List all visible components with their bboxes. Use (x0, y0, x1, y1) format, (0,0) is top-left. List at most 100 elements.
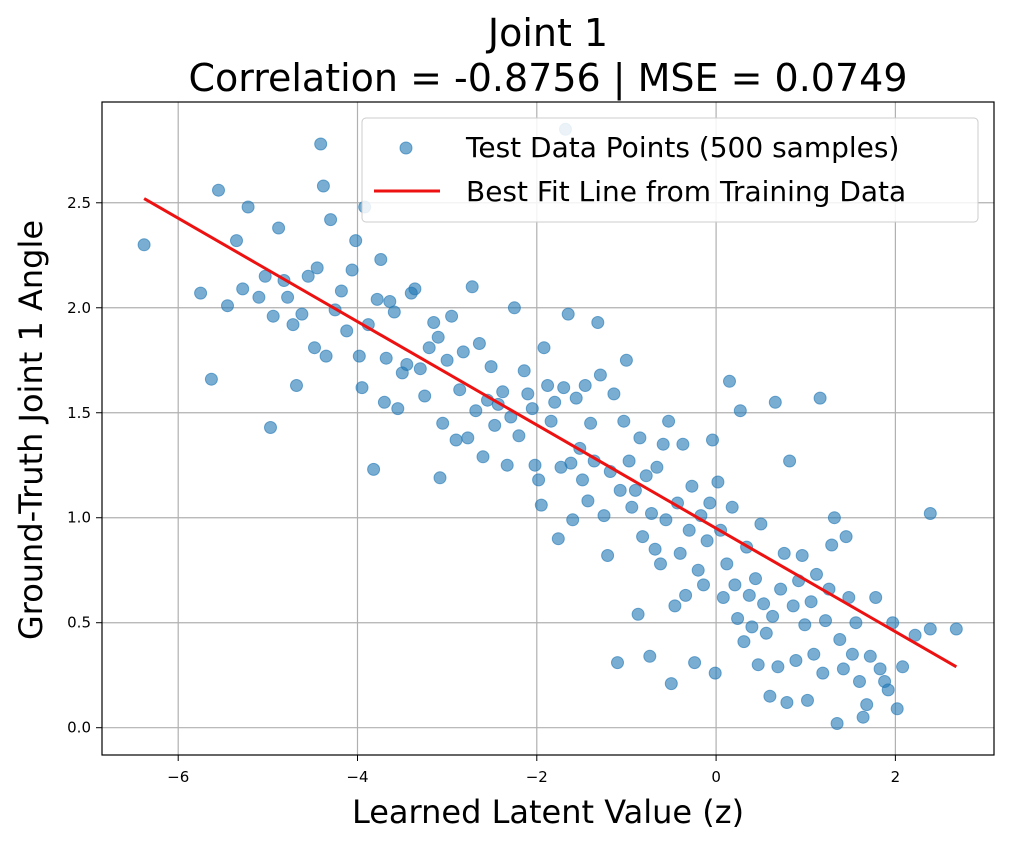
scatter-point (319, 349, 333, 363)
x-tick-label: 2 (891, 768, 901, 786)
scatter-point (566, 513, 580, 527)
scatter-point (742, 588, 756, 602)
scatter-point (525, 402, 539, 416)
scatter-point (923, 507, 937, 520)
scatter-point (830, 717, 844, 730)
scatter-point (221, 299, 234, 313)
legend-label-fit-line: Best Fit Line from Training Data (466, 175, 906, 208)
y-tick-label: 0.0 (67, 719, 91, 737)
scatter-point (890, 702, 904, 716)
scatter-point (625, 500, 639, 514)
scatter-point (725, 500, 739, 514)
scatter-point (413, 362, 427, 376)
scatter-point (881, 683, 895, 697)
scatter-point (484, 360, 498, 374)
scatter-point (664, 677, 678, 691)
scatter-point (418, 389, 432, 403)
scatter-point (290, 379, 303, 392)
scatter-point (766, 609, 780, 623)
scatter-point (241, 200, 255, 214)
scatter-point (816, 666, 830, 680)
scatter-point (873, 662, 887, 676)
x-tick-label: −2 (526, 768, 548, 786)
scatter-point (507, 301, 521, 315)
scatter-point (308, 341, 321, 355)
scatter-point (716, 591, 730, 604)
scatter-point (836, 662, 850, 676)
scatter-point (521, 387, 535, 401)
scatter-point (422, 341, 436, 355)
scatter-point (856, 710, 870, 724)
scatter-point (607, 387, 621, 401)
scatter-point (548, 395, 562, 409)
scatter-point (697, 578, 710, 592)
scatter-point (541, 379, 555, 392)
scatter-point (763, 689, 777, 703)
scatter-point (813, 391, 827, 405)
scatter-point (528, 458, 542, 472)
scatter-point (581, 494, 595, 508)
scatter-point (833, 633, 847, 646)
scatter-point (728, 578, 742, 592)
scatter-point (316, 179, 330, 193)
scatter-point (777, 546, 791, 560)
scatter-point (488, 418, 502, 432)
scatter-point (591, 316, 605, 329)
scatter-point (593, 368, 607, 382)
scatter-point (633, 431, 647, 445)
scatter-point (731, 612, 745, 625)
y-tick-label: 2.5 (67, 194, 91, 212)
scatter-point (469, 404, 483, 418)
scatter-point (682, 523, 696, 537)
scatter-point (789, 654, 803, 667)
scatter-point (613, 483, 627, 497)
scatter-point (650, 460, 664, 474)
scatter-point (622, 454, 636, 468)
scatter-point (703, 496, 717, 510)
scatter-point (639, 469, 653, 483)
scatter-point (377, 395, 391, 409)
scatter-point (798, 618, 812, 632)
scatter-point (908, 628, 922, 642)
scatter-point (532, 473, 546, 487)
scatter-point (628, 483, 642, 497)
scatter-point (636, 530, 650, 544)
scatter-point (345, 263, 359, 277)
scatter-point (819, 614, 832, 628)
scatter-point (449, 433, 463, 447)
scatter-point (440, 353, 454, 367)
scatter-point (387, 305, 401, 319)
x-tick-label: 0 (711, 768, 721, 786)
fit-line-layer (143, 197, 958, 669)
scatter-point (340, 324, 354, 338)
scatter-point (500, 458, 514, 472)
scatter-point (679, 588, 693, 602)
scatter-point (286, 318, 300, 332)
scatter-point (564, 456, 578, 470)
scatter-point (804, 595, 818, 609)
scatter-point (252, 290, 266, 304)
scatter-point (780, 696, 794, 709)
x-axis-label: Learned Latent Value (z) (352, 793, 744, 831)
scatter-point (576, 473, 589, 487)
scatter-point (786, 599, 800, 613)
scatter-point (512, 429, 526, 443)
axes-frame (101, 101, 995, 756)
scatter-point (668, 599, 682, 613)
scatter-point (631, 607, 645, 621)
scatter-point (537, 341, 551, 355)
scatter-point (295, 307, 309, 321)
scatter-point (230, 234, 243, 248)
scatter-point (691, 563, 705, 577)
scatter-point (272, 221, 286, 235)
scatter-point (827, 511, 841, 525)
y-tick-label: 1.0 (67, 509, 91, 527)
scatter-point (676, 437, 690, 451)
scatter-point (465, 280, 479, 294)
scatter-point (137, 238, 151, 252)
scatter-point (768, 395, 782, 409)
scatter-point (578, 379, 592, 392)
scatter-point (860, 698, 874, 712)
scatter-point (648, 542, 662, 556)
scatter-point (301, 269, 315, 283)
